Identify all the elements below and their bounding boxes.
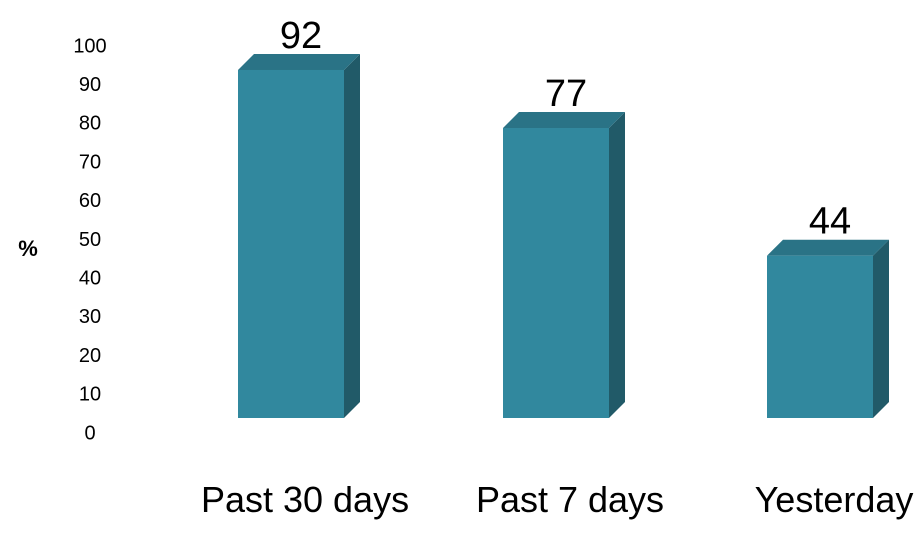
bar-front-face xyxy=(238,69,344,419)
data-label: 77 xyxy=(545,73,587,115)
x-tick-label: Past 7 days xyxy=(476,479,664,520)
bar-side-face xyxy=(873,239,889,418)
y-axis-tick-labels: 0 10 20 30 40 50 60 70 80 90 100 xyxy=(73,35,106,444)
y-tick-label-40: 40 xyxy=(79,267,101,289)
y-tick-label-20: 20 xyxy=(79,345,101,367)
data-label: 92 xyxy=(280,15,322,57)
bar-top-face xyxy=(503,112,625,129)
y-axis-label: % xyxy=(18,236,38,261)
y-tick-label-30: 30 xyxy=(79,306,101,328)
y-tick-label-0: 0 xyxy=(84,422,95,444)
x-axis-tick-labels: Past 30 days Past 7 days Yesterday xyxy=(201,479,913,520)
y-tick-label-100: 100 xyxy=(73,35,106,57)
y-tick-label-50: 50 xyxy=(79,229,101,251)
y-tick-label-90: 90 xyxy=(79,74,101,96)
bar-past-30-days xyxy=(238,53,360,419)
data-labels: 92 77 44 xyxy=(280,15,851,243)
x-tick-label: Past 30 days xyxy=(201,479,409,520)
bar-front-face xyxy=(767,255,873,418)
bar-past-7-days xyxy=(503,112,625,418)
bar-series xyxy=(238,53,889,419)
bar-side-face xyxy=(344,53,360,419)
x-tick-label: Yesterday xyxy=(755,479,914,520)
y-tick-label-80: 80 xyxy=(79,113,101,135)
bar-front-face xyxy=(503,128,609,418)
bar-yesterday xyxy=(767,239,889,418)
bar-side-face xyxy=(609,112,625,418)
y-tick-label-60: 60 xyxy=(79,190,101,212)
bar-top-face xyxy=(767,239,889,256)
y-tick-label-70: 70 xyxy=(79,151,101,173)
data-label: 44 xyxy=(809,201,851,243)
bar-top-face xyxy=(238,53,360,70)
y-tick-label-10: 10 xyxy=(79,384,101,406)
